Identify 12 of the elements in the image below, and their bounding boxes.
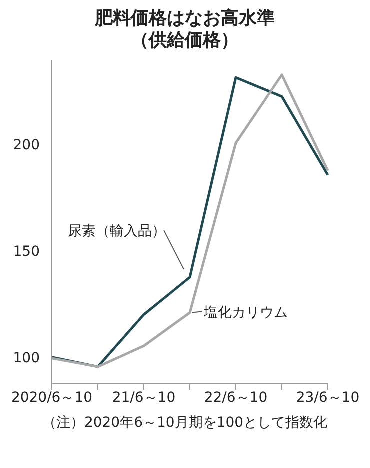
chart-title: 肥料価格はなお高水準 xyxy=(94,8,276,30)
y-tick-label: 150 xyxy=(13,244,40,260)
x-tick-label: 21/6～10 xyxy=(112,390,176,406)
x-tick-label: 2020/6～10 xyxy=(11,390,93,406)
x-tick-label: 22/6～10 xyxy=(204,390,268,406)
text: 尿素（輸入品） xyxy=(68,223,166,240)
chart-subtitle: （供給価格） xyxy=(130,30,240,52)
series-label: 塩化カリウム xyxy=(203,304,288,321)
x-tick-label: 23/6～10 xyxy=(296,390,360,406)
y-tick-label: 100 xyxy=(13,350,40,366)
text: （注）2020年6～10月期を100として指数化 xyxy=(41,414,329,432)
y-tick-label: 200 xyxy=(13,137,40,154)
